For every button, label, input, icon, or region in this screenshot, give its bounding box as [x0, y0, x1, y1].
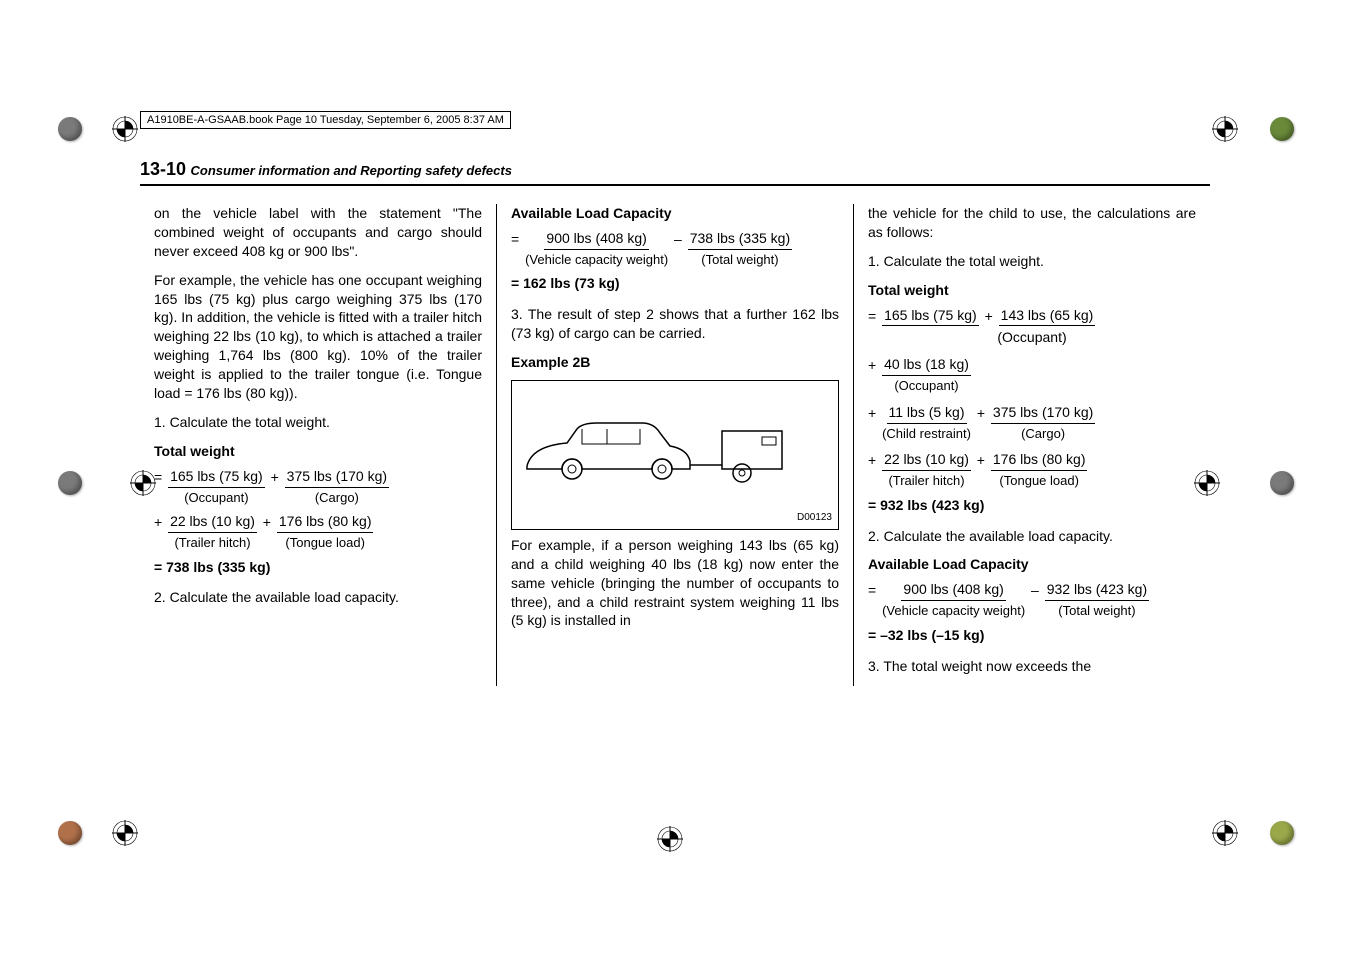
c3-g-lab: (Tongue load) — [991, 472, 1088, 490]
c3-e: 375 lbs (170 kg) — [991, 403, 1095, 424]
c3-f: 22 lbs (10 kg) — [882, 450, 971, 471]
page-header: 13-10 Consumer information and Reporting… — [140, 159, 1210, 186]
c3-b: 143 lbs (65 kg) — [999, 306, 1096, 327]
color-ball-icon — [58, 821, 82, 845]
c3-c: 40 lbs (18 kg) — [882, 355, 971, 376]
tw-b-val: 375 lbs (170 kg) — [285, 467, 389, 488]
registration-mark-icon — [112, 820, 138, 846]
alc-eq: = — [511, 229, 519, 249]
alc-minus: – — [674, 229, 682, 249]
col3-p1: the vehicle for the child to use, the ca… — [868, 204, 1196, 242]
c3-eq: = — [868, 306, 876, 326]
col3-tw-heading: Total weight — [868, 281, 1196, 300]
col2-alc-calc: = 900 lbs (408 kg) (Vehicle capacity wei… — [511, 229, 839, 293]
tw-c-val: 22 lbs (10 kg) — [168, 512, 257, 533]
col3-alc-calc: = 900 lbs (408 kg) (Vehicle capacity wei… — [868, 580, 1196, 644]
tw-c-lab: (Trailer hitch) — [168, 534, 257, 552]
tw-res-eq: = — [154, 559, 162, 575]
c3-d-lab: (Child restraint) — [882, 425, 971, 443]
c3-e-lab: (Cargo) — [991, 425, 1095, 443]
c3-alc-res-eq: = — [868, 627, 876, 643]
c3-f-lab: (Trailer hitch) — [882, 472, 971, 490]
alc-res-eq: = — [511, 275, 519, 291]
alc-b-lab: (Total weight) — [688, 251, 792, 269]
c3-alc-result: –32 lbs (–15 kg) — [880, 627, 984, 643]
file-header: A1910BE-A-GSAAB.book Page 10 Tuesday, Se… — [140, 111, 511, 129]
column-2: Available Load Capacity = 900 lbs (408 k… — [496, 204, 853, 686]
col1-step1: 1. Calculate the total weight. — [154, 413, 482, 432]
col3-step1: 1. Calculate the total weight. — [868, 252, 1196, 271]
color-ball-icon — [58, 117, 82, 141]
color-ball-icon — [1270, 471, 1294, 495]
figure-caption: D00123 — [797, 511, 832, 525]
tw-d-val: 176 lbs (80 kg) — [277, 512, 374, 533]
color-ball-icon — [1270, 821, 1294, 845]
c3-alc-b: 932 lbs (423 kg) — [1045, 580, 1149, 601]
tw-a-lab: (Occupant) — [168, 489, 265, 507]
registration-mark-icon — [1212, 116, 1238, 142]
c3-alc-b-lab: (Total weight) — [1045, 602, 1149, 620]
column-3: the vehicle for the child to use, the ca… — [853, 204, 1210, 686]
c3-d: 11 lbs (5 kg) — [887, 403, 967, 424]
column-1: on the vehicle label with the statement … — [140, 204, 496, 686]
col1-p2: For example, the vehicle has one occupan… — [154, 271, 482, 403]
registration-mark-icon — [657, 826, 683, 852]
tw-a-val: 165 lbs (75 kg) — [168, 467, 265, 488]
page-content: A1910BE-A-GSAAB.book Page 10 Tuesday, Se… — [140, 110, 1210, 686]
registration-mark-icon — [1194, 470, 1220, 496]
c3-g: 176 lbs (80 kg) — [991, 450, 1088, 471]
c3-tw-res-eq: = — [868, 497, 876, 513]
c3-tw-result: 932 lbs (423 kg) — [880, 497, 984, 513]
col3-step3: 3. The total weight now exceeds the — [868, 657, 1196, 676]
c3-p1: + — [985, 306, 993, 326]
c3-a: 165 lbs (75 kg) — [882, 306, 979, 327]
c3-alc-minus: – — [1031, 580, 1039, 600]
color-ball-icon — [58, 471, 82, 495]
col2-step3: 3. The result of step 2 shows that a fur… — [511, 305, 839, 343]
c3-p6: + — [977, 450, 985, 470]
col3-tw-calc: = 165 lbs (75 kg) + 143 lbs (65 kg) (Occ… — [868, 306, 1196, 515]
plus2: + — [154, 512, 162, 532]
vehicle-svg — [522, 411, 802, 501]
col2-example2b: Example 2B — [511, 353, 839, 372]
c3-alc-a: 900 lbs (408 kg) — [901, 580, 1005, 601]
alc-a-lab: (Vehicle capacity weight) — [525, 251, 668, 269]
col1-p1: on the vehicle label with the statement … — [154, 204, 482, 261]
registration-mark-icon — [130, 470, 156, 496]
color-ball-icon — [1270, 117, 1294, 141]
c3-p4: + — [977, 403, 985, 423]
registration-mark-icon — [112, 116, 138, 142]
columns: on the vehicle label with the statement … — [140, 204, 1210, 686]
c3-p3: + — [868, 403, 876, 423]
alc-result: 162 lbs (73 kg) — [523, 275, 620, 291]
section-title: Consumer information and Reporting safet… — [191, 163, 512, 178]
plus: + — [271, 467, 279, 487]
tw-d-lab: (Tongue load) — [277, 534, 374, 552]
col2-alc-heading: Available Load Capacity — [511, 204, 839, 223]
col3-alc-heading: Available Load Capacity — [868, 555, 1196, 574]
col2-p1: For example, if a person weighing 143 lb… — [511, 536, 839, 630]
alc-a-val: 900 lbs (408 kg) — [544, 229, 648, 250]
c3-row1-lab: (Occupant) — [868, 328, 1196, 347]
col1-tw-heading: Total weight — [154, 442, 482, 461]
tw-result: 738 lbs (335 kg) — [166, 559, 270, 575]
figure-car-trailer: D00123 — [511, 380, 839, 530]
c3-p2: + — [868, 355, 876, 375]
plus3: + — [263, 512, 271, 532]
registration-mark-icon — [1212, 820, 1238, 846]
c3-p5: + — [868, 450, 876, 470]
col3-step2: 2. Calculate the available load capacity… — [868, 527, 1196, 546]
page-number: 13-10 — [140, 159, 186, 179]
alc-b-val: 738 lbs (335 kg) — [688, 229, 792, 250]
c3-alc-eq: = — [868, 580, 876, 600]
c3-alc-a-lab: (Vehicle capacity weight) — [882, 602, 1025, 620]
c3-c-lab: (Occupant) — [882, 377, 971, 395]
col1-tw-calc: = 165 lbs (75 kg) (Occupant) + 375 lbs (… — [154, 467, 482, 577]
tw-b-lab: (Cargo) — [285, 489, 389, 507]
col1-step2: 2. Calculate the available load capacity… — [154, 588, 482, 607]
